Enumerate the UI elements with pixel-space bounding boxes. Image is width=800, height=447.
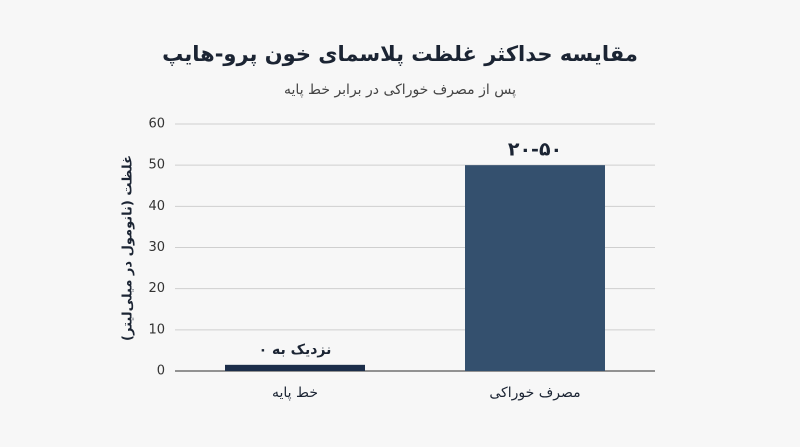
y-tick-label: 10 bbox=[148, 322, 165, 337]
value-label: ۲۰-۵۰ bbox=[508, 139, 562, 161]
y-tick-label: 40 bbox=[148, 199, 165, 214]
chart-title: مقایسه حداکثر غلظت پلاسمای خون پرو-هایپ bbox=[162, 42, 638, 66]
bar bbox=[465, 165, 605, 371]
y-tick-label: 20 bbox=[148, 281, 165, 296]
y-tick-label: 50 bbox=[148, 158, 165, 173]
y-tick-label: 0 bbox=[157, 364, 165, 379]
x-tick-label: خط پایه bbox=[272, 385, 318, 401]
y-tick-label: 60 bbox=[148, 117, 165, 132]
y-axis-title: غلظت (نانومول در میلی‌لیتر) bbox=[121, 155, 136, 341]
chart-subtitle: پس از مصرف خوراکی در برابر خط پایه bbox=[284, 82, 516, 98]
bar bbox=[225, 364, 365, 371]
x-tick-label: مصرف خوراکی bbox=[489, 385, 580, 401]
value-label: نزدیک به ۰ bbox=[259, 342, 332, 358]
y-tick-label: 30 bbox=[148, 240, 165, 255]
